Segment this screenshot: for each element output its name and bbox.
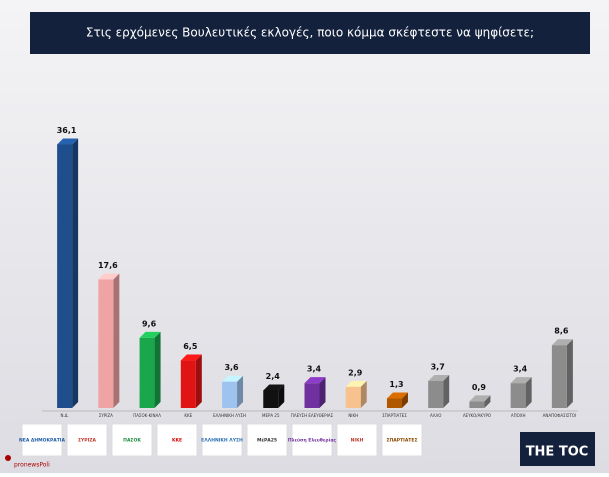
bar — [139, 337, 155, 408]
bar-top — [386, 392, 408, 399]
brand-box — [520, 432, 595, 466]
bar-side — [566, 339, 573, 408]
bar-side — [484, 395, 491, 408]
bar-side — [443, 374, 450, 408]
bar — [222, 381, 238, 408]
bar — [551, 345, 567, 408]
bar — [428, 380, 444, 408]
value-label: 36,1 — [57, 126, 77, 135]
value-label: 1,3 — [389, 380, 403, 389]
value-label: 8,6 — [554, 327, 569, 336]
bar-side — [401, 392, 408, 408]
x-tick-label: ΠΑΣΟΚ-ΚΙΝΑΛ — [133, 413, 161, 418]
x-tick-label: Ν.Δ. — [60, 413, 68, 418]
value-label: 3,7 — [431, 362, 445, 371]
bar-top — [304, 377, 326, 384]
bar — [180, 360, 196, 408]
bar — [510, 383, 526, 408]
bar-top — [180, 354, 202, 361]
bar — [469, 401, 485, 408]
logo-box — [156, 423, 198, 457]
bar-top — [98, 273, 120, 280]
x-tick-label: ΜΕΡΑ 25 — [262, 413, 280, 418]
logo-label: ΣΥΡΙΖΑ — [78, 438, 97, 444]
brand: THE TOC — [526, 445, 589, 460]
logo-box — [381, 423, 423, 457]
x-tick-label: ΛΕΥΚΟ/ΑΚΥΡΟ — [463, 413, 491, 418]
title-banner — [30, 12, 590, 54]
bar-side — [154, 331, 161, 408]
source: pronewsPoli — [14, 462, 50, 469]
logo-box — [201, 423, 243, 457]
logo-label: ΠΑΣΟΚ — [123, 438, 141, 444]
value-label: 17,6 — [98, 261, 118, 270]
bar — [57, 144, 73, 408]
x-tick-label: ΚΚΕ — [184, 413, 192, 418]
x-tick-label: ΣΥΡΙΖΑ — [99, 413, 113, 418]
bar-top — [510, 377, 532, 384]
logo-label: ΜέΡΑ25 — [257, 437, 277, 444]
x-tick-label: ΠΛΕΥΣΗ ΕΛΕΥΘΕΡΙΑΣ — [291, 413, 334, 418]
value-label: 2,4 — [266, 372, 281, 381]
bar-top — [345, 380, 367, 387]
x-tick-label: ΑΛΛΟ — [430, 413, 441, 418]
bar-top — [469, 395, 491, 402]
value-label: 3,6 — [224, 363, 239, 372]
bar-side — [237, 375, 244, 408]
chart-title: Στις ερχόμενες Βουλευτικές εκλογές, ποιο… — [86, 26, 534, 40]
bar-side — [195, 354, 202, 408]
logo-box — [111, 423, 153, 457]
value-label: 3,4 — [307, 365, 322, 374]
bar-top — [222, 375, 244, 382]
logo-label: ΚΚΕ — [172, 438, 182, 444]
value-label: 2,9 — [348, 368, 363, 377]
bar — [263, 390, 279, 408]
logo-box — [336, 423, 378, 457]
value-label: 9,6 — [142, 319, 157, 328]
bar-side — [525, 377, 532, 408]
x-tick-label: ΝΙΚΗ — [348, 413, 358, 418]
logo-label: ΣΠΑΡΤΙΑΤΕΣ — [386, 438, 417, 444]
logo-label: ΝΙΚΗ — [351, 438, 364, 444]
bar — [304, 383, 320, 408]
logo-label: ΕΛΛΗΝΙΚΗ ΛΥΣΗ — [201, 438, 243, 444]
logo-box — [246, 423, 288, 457]
bar-side — [72, 138, 79, 408]
bar-top — [57, 138, 79, 145]
logo-label: Πλεύση Ελευθερίας — [288, 437, 337, 444]
bar-side — [360, 380, 367, 408]
bar — [345, 386, 361, 408]
logo-box — [66, 423, 108, 457]
value-label: 0,9 — [472, 383, 487, 392]
source-dot — [5, 455, 11, 461]
bar — [98, 279, 114, 408]
bar-side — [319, 377, 326, 408]
logo-box — [291, 423, 333, 457]
bar-top — [263, 384, 285, 391]
bar-side — [278, 384, 285, 408]
bar-top — [139, 331, 161, 338]
logo-label: ΝΕΑ ΔΗΜΟΚΡΑΤΙΑ — [19, 438, 65, 444]
bar-side — [113, 273, 120, 408]
bar — [386, 398, 402, 408]
logo-box — [21, 423, 63, 457]
x-tick-label: ΣΠΑΡΤΙΑΤΕΣ — [382, 413, 407, 418]
bar-top — [428, 374, 450, 381]
x-tick-label: ΕΛΛΗΝΙΚΗ ΛΥΣΗ — [213, 413, 246, 418]
value-label: 6,5 — [183, 342, 198, 351]
x-tick-label: ΑΠΟΧΗ — [511, 413, 526, 418]
bar-top — [551, 339, 573, 346]
x-tick-label: ΑΝΑΠΟΦΑΣΙΣΤΟΙ — [543, 413, 577, 418]
value-label: 3,4 — [513, 365, 528, 374]
